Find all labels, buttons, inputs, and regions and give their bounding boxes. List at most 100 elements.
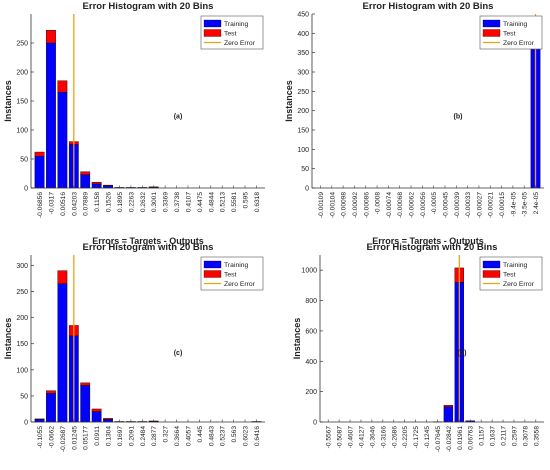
x-tick-label: -0.0662 (48, 426, 55, 449)
bar-test (91, 181, 102, 185)
x-tick-label: 0.2597 (511, 426, 518, 447)
y-tick-label: 100 (16, 367, 28, 374)
x-tick-label: -0.00056 (420, 192, 427, 218)
x-tick-label: -0.0317 (48, 192, 55, 215)
bar-training (46, 393, 56, 423)
x-tick-label: 0.5237 (220, 426, 227, 447)
bar-test (34, 151, 45, 157)
legend-label: Zero Error (503, 40, 535, 47)
x-tick-label: 0.6318 (254, 192, 261, 213)
panel-label: (b) (454, 113, 463, 120)
legend-label: Test (503, 272, 516, 279)
y-tick-label: 250 (16, 41, 28, 48)
x-tick-label: -0.5567 (326, 426, 333, 449)
y-tick-label: 50 (301, 166, 309, 173)
panel-label: (c) (174, 350, 183, 357)
y-tick-label: 0 (24, 420, 28, 427)
bar-test (46, 30, 56, 44)
y-tick-label: 100 (297, 147, 309, 154)
x-tick-label: -0.00074 (386, 192, 393, 218)
legend-label: Training (224, 262, 249, 269)
x-axis-label: Errors = Targets - Outputs (92, 236, 204, 246)
x-tick-label: 0.4843 (208, 426, 215, 447)
x-tick-label: -0.4127 (358, 426, 365, 449)
x-tick-label: -0.00015 (499, 192, 506, 218)
x-tick-label: 0.1895 (117, 192, 124, 213)
x-tick-label: 0.1157 (479, 426, 486, 446)
legend-swatch (482, 29, 501, 37)
y-tick-label: 200 (16, 315, 28, 322)
x-tick-label: 0.5581 (231, 192, 238, 213)
x-tick-label: -0.1245 (424, 426, 431, 449)
y-tick-label: 150 (16, 341, 28, 348)
legend-label: Zero Error (224, 281, 256, 288)
x-tick-label: -0.2686 (391, 426, 398, 449)
bar-test (443, 405, 454, 408)
x-tick-label: 0.2117 (501, 426, 508, 446)
x-tick-label: -0.06856 (37, 192, 44, 218)
x-tick-label: 0.0911 (94, 426, 101, 446)
x-tick-label: -0.07645 (435, 426, 442, 452)
bar-test (80, 171, 91, 175)
y-tick-label: 200 (297, 108, 309, 115)
chart-panel-3: Error Histogram with 20 Bins Instances 0 20… (292, 242, 544, 452)
y-axis-label: Instances (284, 80, 294, 122)
x-tick-label: 0.3001 (151, 192, 158, 213)
x-tick-label: -0.00062 (409, 192, 416, 218)
y-tick-label: 50 (20, 393, 28, 400)
legend-label: Training (503, 21, 528, 28)
x-tick-label: 0.00516 (60, 192, 67, 216)
bar-test (91, 408, 102, 412)
y-tick-label: 450 (297, 12, 309, 19)
bar-test (46, 390, 56, 394)
x-tick-label: 0.2632 (140, 192, 147, 213)
legend-label: Training (224, 21, 249, 28)
legend-swatch (203, 260, 222, 269)
x-tick-label: -0.02842 (446, 426, 453, 452)
y-tick-label: 1000 (301, 268, 317, 275)
x-tick-label: 0.1304 (106, 426, 113, 447)
y-tick-label: 300 (16, 263, 28, 270)
y-tick-label: 300 (297, 70, 309, 77)
legend-swatch (482, 270, 501, 278)
legend-swatch (482, 260, 501, 269)
y-axis-label: Instances (3, 80, 13, 122)
legend-label: Test (503, 31, 516, 38)
x-tick-label: 0.6416 (254, 426, 261, 447)
x-tick-label: 0.04203 (71, 192, 78, 216)
x-tick-label: -0.3166 (380, 426, 387, 449)
y-axis-label: Instances (3, 318, 13, 360)
y-tick-label: 0 (305, 186, 309, 193)
chart-title: Error Histogram with 20 Bins (363, 1, 494, 12)
legend-label: Zero Error (224, 40, 256, 47)
x-tick-label: 0.595 (243, 192, 250, 209)
legend-label: Test (224, 31, 237, 38)
x-tick-label: -0.00039 (454, 192, 461, 218)
x-tick-label: 0.3558 (533, 426, 540, 447)
x-tick-label: -0.1725 (413, 426, 420, 449)
y-tick-label: 250 (297, 89, 309, 96)
x-tick-label: -0.5087 (337, 426, 344, 449)
x-tick-label: 0.3664 (174, 426, 181, 447)
y-tick-label: 400 (305, 359, 317, 366)
x-tick-label: 0.2484 (140, 426, 147, 447)
x-tick-label: 0.4057 (185, 426, 192, 447)
y-tick-label: 0 (24, 186, 28, 193)
x-tick-label: 0.05177 (83, 426, 90, 450)
y-tick-label: 200 (16, 70, 28, 77)
x-tick-label: -0.0008 (375, 192, 382, 215)
chart-panel-0: Error Histogram with 20 Bins Instances 0 50… (3, 1, 265, 246)
x-tick-label: 0.327 (163, 426, 170, 443)
x-tick-label: -9.4e-05 (510, 192, 517, 217)
x-tick-label: -0.00021 (488, 192, 495, 218)
x-tick-label: -0.3646 (369, 426, 376, 449)
x-tick-label: 0.07889 (83, 192, 90, 216)
x-tick-label: -0.00033 (465, 192, 472, 218)
panel-label: (a) (174, 113, 183, 120)
x-tick-label: 0.6023 (243, 426, 250, 447)
x-tick-label: -0.02687 (60, 426, 67, 452)
y-tick-label: 50 (20, 157, 28, 164)
bar-test (57, 270, 68, 284)
bar-test (34, 418, 45, 420)
legend-label: Training (503, 262, 528, 269)
